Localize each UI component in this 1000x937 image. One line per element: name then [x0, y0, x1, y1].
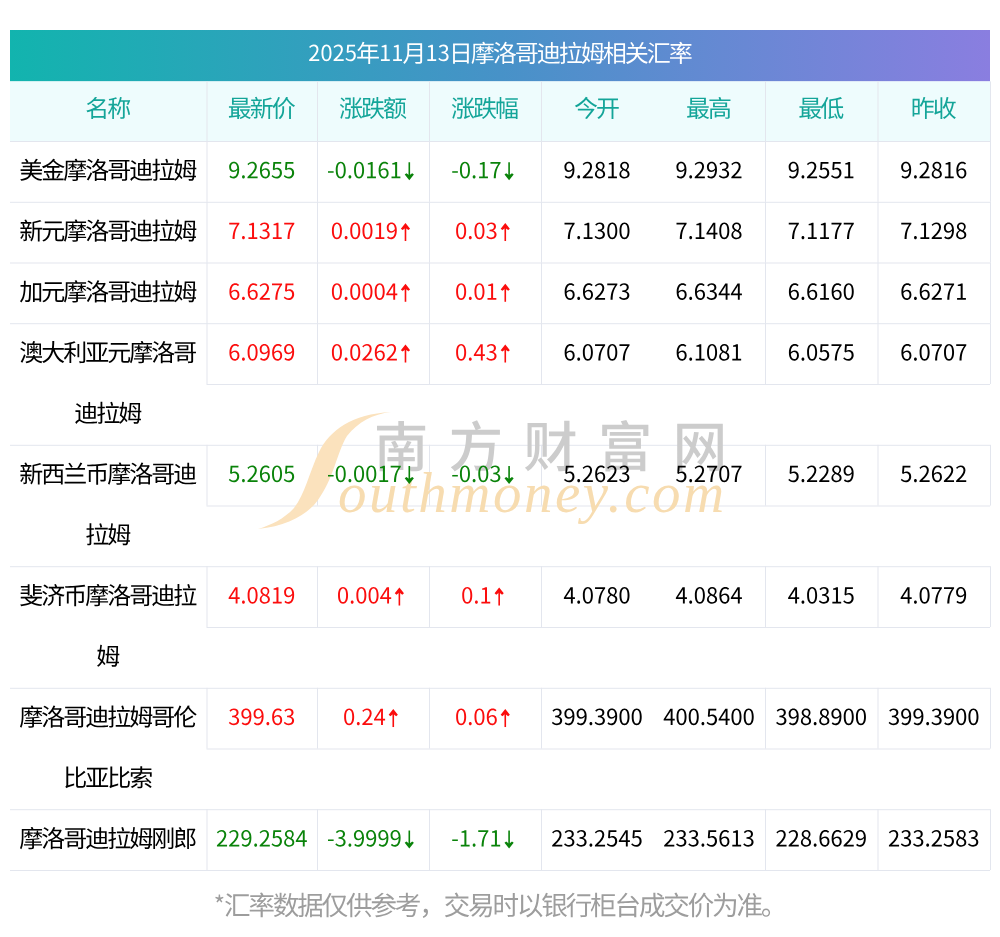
svg-text:outhmoney.com: outhmoney.com [338, 461, 727, 524]
